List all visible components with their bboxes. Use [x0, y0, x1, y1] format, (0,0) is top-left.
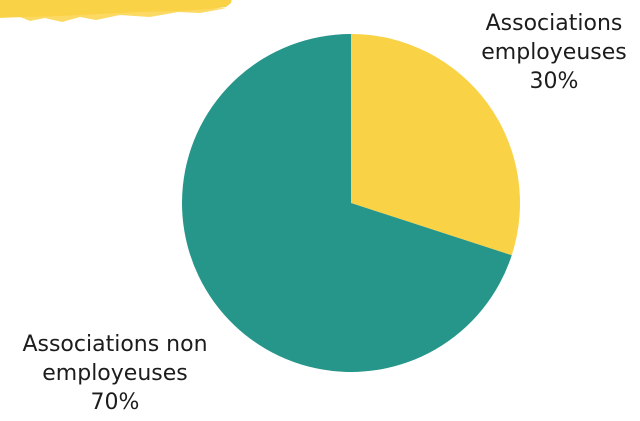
slice-label-non-employeuses: Associations non employeuses 70% [0, 330, 234, 417]
slice-label-employeuses: Associations employeuses 30% [462, 9, 640, 96]
slice-label-non-employeuses-line-1: Associations non [22, 332, 208, 357]
highlighter-stroke-decoration [0, 0, 232, 22]
highlighter-stroke-edge [20, 8, 226, 22]
slice-value-employeuses: 30% [529, 69, 579, 94]
pie-slice-employeuses [351, 34, 521, 256]
slice-value-non-employeuses: 70% [90, 390, 140, 415]
pie-slice-non-employeuses [182, 34, 512, 372]
slice-label-employeuses-line-1: Associations [485, 11, 623, 36]
slice-label-non-employeuses-line-2: employeuses [42, 361, 188, 386]
slice-label-employeuses-line-2: employeuses [481, 40, 627, 65]
pie-slices [182, 34, 521, 372]
